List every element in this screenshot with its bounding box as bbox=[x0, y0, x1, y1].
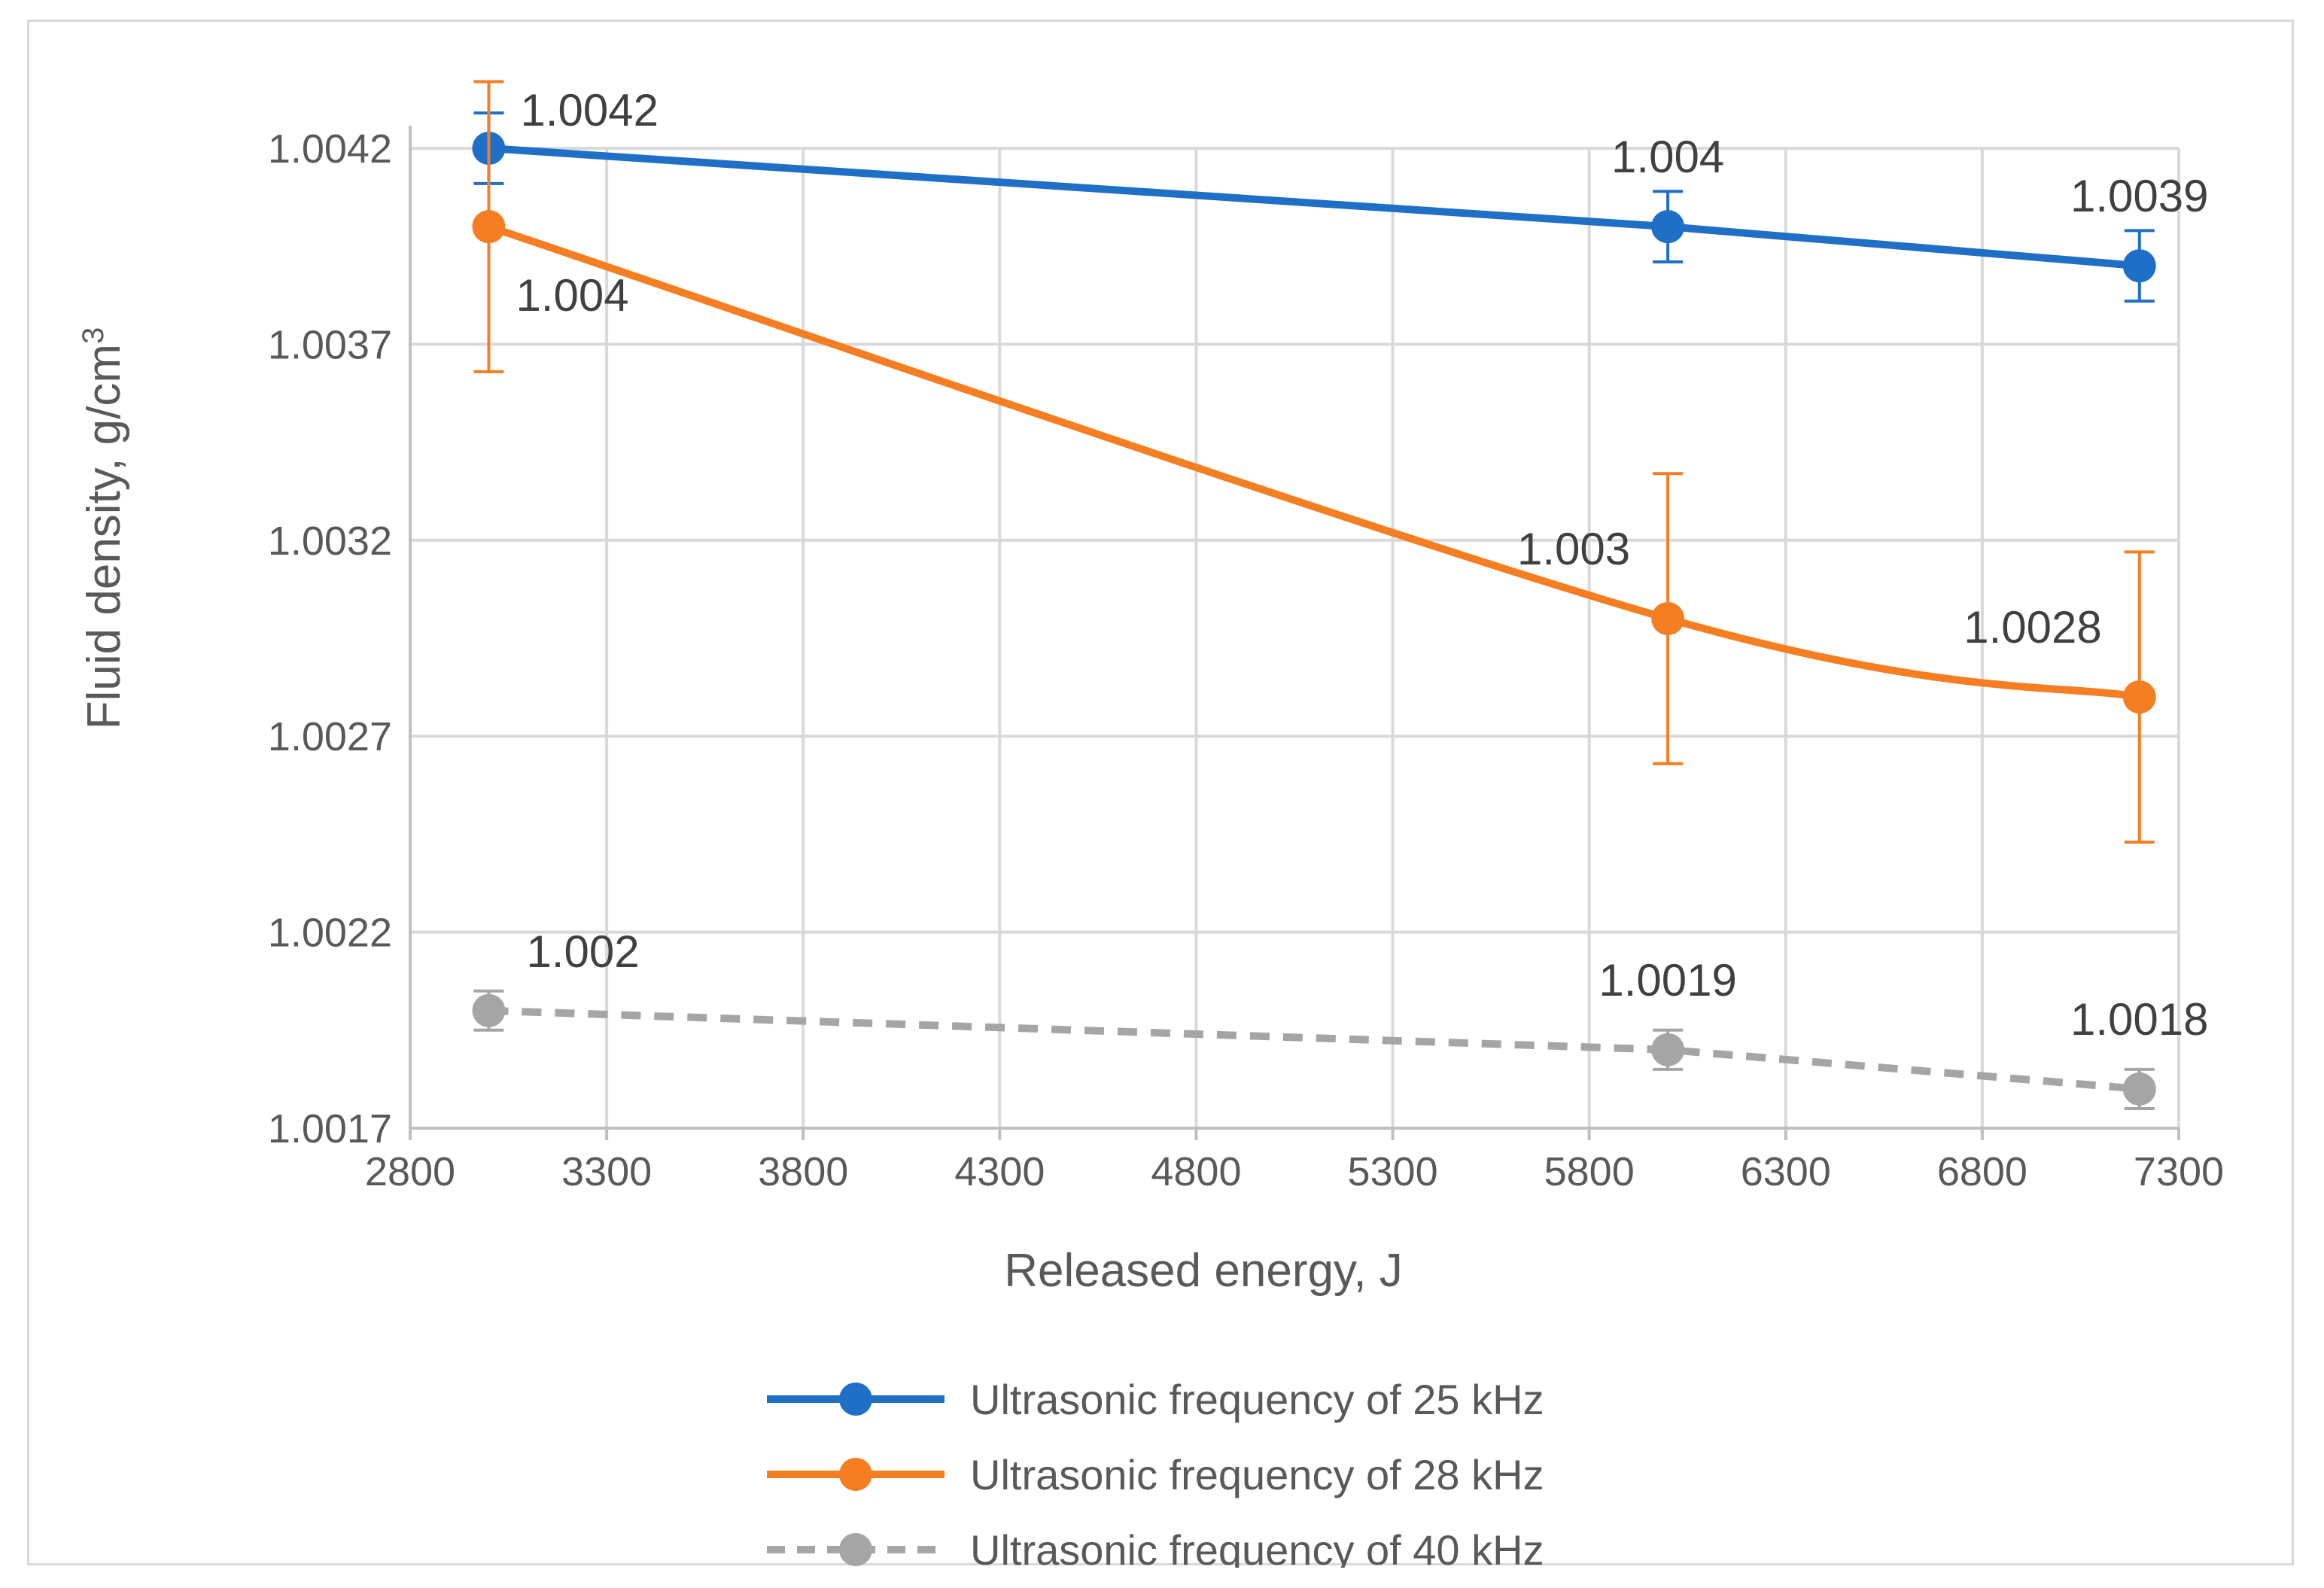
legend-label: Ultrasonic frequency of 28 kHz bbox=[970, 1451, 1544, 1498]
y-tick-label: 1.0022 bbox=[268, 911, 392, 956]
legend-swatch-marker bbox=[839, 1458, 872, 1491]
data-point bbox=[472, 210, 506, 244]
data-point bbox=[2122, 680, 2156, 714]
legend-label: Ultrasonic frequency of 40 kHz bbox=[970, 1526, 1544, 1568]
series-line bbox=[488, 1006, 2140, 1093]
legend-item: Ultrasonic frequency of 28 kHz bbox=[767, 1451, 1544, 1498]
data-label: 1.0028 bbox=[1964, 602, 2102, 653]
x-tick-label: 6800 bbox=[1937, 1149, 2027, 1194]
axes bbox=[409, 126, 2180, 1140]
x-tick-label: 5300 bbox=[1347, 1149, 1437, 1194]
series-line bbox=[485, 145, 2143, 270]
y-tick-label: 1.0032 bbox=[268, 519, 392, 564]
data-label: 1.003 bbox=[1517, 524, 1630, 574]
y-tick-label: 1.0017 bbox=[268, 1106, 392, 1151]
legend-item: Ultrasonic frequency of 25 kHz bbox=[767, 1376, 1544, 1423]
data-label: 1.004 bbox=[516, 270, 628, 321]
legend-swatch-marker bbox=[839, 1383, 872, 1416]
data-point bbox=[1651, 601, 1685, 635]
series-2: 1.004 1.003 1.0028 bbox=[472, 80, 2156, 844]
data-point bbox=[2122, 249, 2156, 283]
x-tick-label: 2800 bbox=[365, 1149, 455, 1194]
y-axis-title: Fluid density, g/cm3 bbox=[77, 327, 130, 730]
legend-item: Ultrasonic frequency of 40 kHz bbox=[767, 1526, 1544, 1568]
series-3: 1.002 1.0019 1.0018 bbox=[472, 926, 2209, 1110]
grid bbox=[409, 147, 2180, 1130]
data-label: 1.002 bbox=[526, 926, 639, 977]
x-tick-label: 3300 bbox=[561, 1149, 652, 1194]
series-1: 1.0042 1.004 1.0039 bbox=[472, 85, 2209, 303]
x-tick-label: 4300 bbox=[954, 1149, 1045, 1194]
y-tick-labels: 1.0017 1.0022 1.0027 1.0032 1.0037 1.0042 bbox=[268, 126, 392, 1151]
y-tick-label: 1.0037 bbox=[268, 322, 392, 367]
data-point bbox=[472, 993, 506, 1027]
legend-label: Ultrasonic frequency of 25 kHz bbox=[970, 1376, 1544, 1423]
x-tick-labels: 2800 3300 3800 4300 4800 5300 5800 6300 6800 7300 bbox=[365, 1149, 2224, 1194]
data-point bbox=[2122, 1072, 2156, 1106]
legend-swatch-marker bbox=[839, 1533, 872, 1566]
y-tick-label: 1.0042 bbox=[268, 126, 392, 172]
data-label: 1.0039 bbox=[2070, 171, 2209, 221]
y-tick-label: 1.0027 bbox=[268, 714, 392, 759]
chart: 1.0017 1.0022 1.0027 1.0032 1.0037 1.0042 280… bbox=[77, 80, 2224, 1568]
data-label: 1.0042 bbox=[520, 85, 659, 135]
data-label: 1.004 bbox=[1611, 132, 1724, 182]
data-label: 1.0018 bbox=[2070, 994, 2209, 1045]
x-tick-label: 5800 bbox=[1544, 1149, 1635, 1194]
x-tick-label: 6300 bbox=[1741, 1149, 1831, 1194]
x-axis-title: Released energy, J bbox=[1004, 1245, 1403, 1297]
series-layer: 1.00421.0041.00391.0041.0031.00281.0021.… bbox=[472, 80, 2209, 1110]
data-label: 1.0019 bbox=[1599, 955, 1737, 1005]
data-point bbox=[1651, 210, 1685, 244]
x-tick-label: 3800 bbox=[758, 1149, 848, 1194]
x-tick-label: 4800 bbox=[1151, 1149, 1241, 1194]
legend: Ultrasonic frequency of 25 kHz Ultrasonic… bbox=[767, 1376, 1544, 1568]
series-line bbox=[485, 223, 2143, 701]
chart-frame: 1.0017 1.0022 1.0027 1.0032 1.0037 1.0042 280… bbox=[27, 20, 2294, 1568]
data-point bbox=[1651, 1033, 1685, 1066]
x-tick-label: 7300 bbox=[2134, 1149, 2224, 1194]
